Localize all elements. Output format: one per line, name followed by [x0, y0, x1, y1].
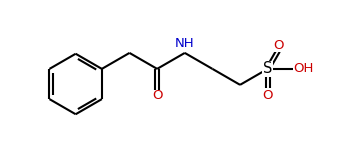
Text: S: S: [263, 61, 272, 76]
Text: O: O: [262, 89, 273, 102]
Text: NH: NH: [175, 37, 195, 50]
Text: OH: OH: [293, 62, 314, 75]
Text: O: O: [152, 89, 162, 102]
Text: O: O: [274, 39, 284, 52]
